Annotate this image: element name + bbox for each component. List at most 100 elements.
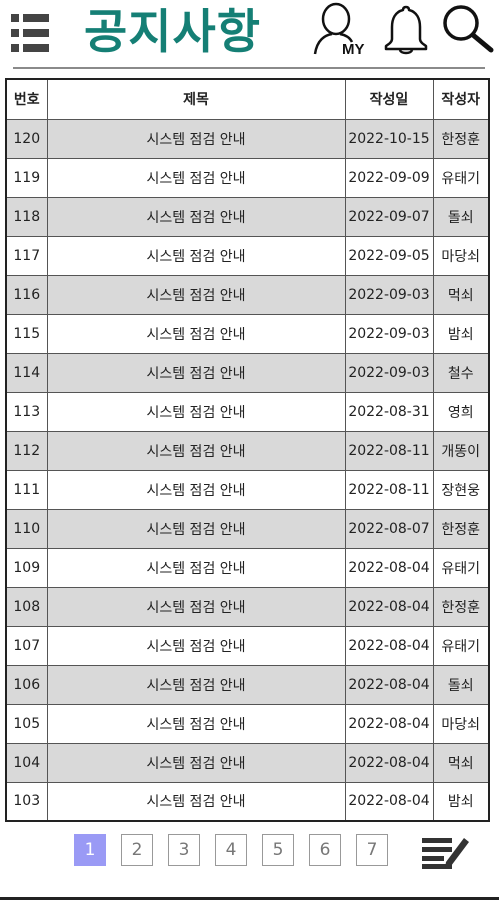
- bottom-divider: [0, 897, 499, 900]
- cell-title[interactable]: 시스템 점검 안내: [46, 157, 346, 198]
- table-row[interactable]: 119 시스템 점검 안내 2022-09-09 유태기: [5, 157, 490, 198]
- table-row[interactable]: 112 시스템 점검 안내 2022-08-11 개똥이: [5, 430, 490, 471]
- my-profile-icon[interactable]: MY: [312, 2, 370, 58]
- cell-date: 2022-09-03: [344, 274, 434, 315]
- page-button-7[interactable]: 7: [356, 834, 388, 866]
- cell-title[interactable]: 시스템 점검 안내: [46, 391, 346, 432]
- write-edit-icon[interactable]: [420, 832, 470, 870]
- cell-title[interactable]: 시스템 점검 안내: [46, 742, 346, 783]
- notice-table-container: 번호 제목 작성일 작성자 120 시스템 점검 안내 2022-10-15 한정훈 1…: [5, 78, 490, 822]
- cell-date: 2022-09-09: [344, 157, 434, 198]
- cell-title[interactable]: 시스템 점검 안내: [46, 196, 346, 237]
- cell-title[interactable]: 시스템 점검 안내: [46, 118, 346, 159]
- cell-date: 2022-08-11: [344, 430, 434, 471]
- my-icon-text: MY: [342, 41, 365, 58]
- cell-title[interactable]: 시스템 점검 안내: [46, 703, 346, 744]
- header-author: 작성자: [432, 78, 490, 120]
- cell-title[interactable]: 시스템 점검 안내: [46, 235, 346, 276]
- table-row[interactable]: 109 시스템 점검 안내 2022-08-04 유태기: [5, 547, 490, 588]
- cell-date: 2022-08-04: [344, 703, 434, 744]
- cell-title[interactable]: 시스템 점검 안내: [46, 586, 346, 627]
- table-row[interactable]: 111 시스템 점검 안내 2022-08-11 장현웅: [5, 469, 490, 510]
- table-row[interactable]: 107 시스템 점검 안내 2022-08-04 유태기: [5, 625, 490, 666]
- cell-no: 119: [5, 157, 48, 198]
- cell-title[interactable]: 시스템 점검 안내: [46, 781, 346, 822]
- cell-no: 106: [5, 664, 48, 705]
- cell-author: 한정훈: [432, 118, 490, 159]
- cell-author: 먹쇠: [432, 742, 490, 783]
- table-row[interactable]: 115 시스템 점검 안내 2022-09-03 밤쇠: [5, 313, 490, 354]
- table-row[interactable]: 120 시스템 점검 안내 2022-10-15 한정훈: [5, 118, 490, 159]
- cell-title[interactable]: 시스템 점검 안내: [46, 352, 346, 393]
- page-title: 공지사항: [84, 5, 261, 60]
- cell-author: 철수: [432, 352, 490, 393]
- cell-date: 2022-08-31: [344, 391, 434, 432]
- cell-author: 유태기: [432, 157, 490, 198]
- cell-author: 유태기: [432, 547, 490, 588]
- cell-title[interactable]: 시스템 점검 안내: [46, 625, 346, 666]
- cell-title[interactable]: 시스템 점검 안내: [46, 664, 346, 705]
- header-date: 작성일: [344, 78, 434, 120]
- cell-no: 105: [5, 703, 48, 744]
- cell-title[interactable]: 시스템 점검 안내: [46, 508, 346, 549]
- table-row[interactable]: 117 시스템 점검 안내 2022-09-05 마당쇠: [5, 235, 490, 276]
- cell-title[interactable]: 시스템 점검 안내: [46, 547, 346, 588]
- table-row[interactable]: 106 시스템 점검 안내 2022-08-04 돌쇠: [5, 664, 490, 705]
- cell-date: 2022-09-03: [344, 313, 434, 354]
- cell-author: 밤쇠: [432, 781, 490, 822]
- table-row[interactable]: 116 시스템 점검 안내 2022-09-03 먹쇠: [5, 274, 490, 315]
- search-icon[interactable]: [440, 3, 494, 53]
- cell-no: 108: [5, 586, 48, 627]
- cell-no: 111: [5, 469, 48, 510]
- page-button-2[interactable]: 2: [121, 834, 153, 866]
- cell-author: 마당쇠: [432, 703, 490, 744]
- cell-date: 2022-08-04: [344, 781, 434, 822]
- table-row[interactable]: 118 시스템 점검 안내 2022-09-07 돌쇠: [5, 196, 490, 237]
- cell-author: 돌쇠: [432, 664, 490, 705]
- cell-date: 2022-10-15: [344, 118, 434, 159]
- cell-date: 2022-09-05: [344, 235, 434, 276]
- cell-author: 개똥이: [432, 430, 490, 471]
- cell-author: 유태기: [432, 625, 490, 666]
- page-button-1[interactable]: 1: [74, 834, 106, 866]
- table-row[interactable]: 105 시스템 점검 안내 2022-08-04 마당쇠: [5, 703, 490, 744]
- cell-no: 115: [5, 313, 48, 354]
- cell-no: 116: [5, 274, 48, 315]
- page-button-6[interactable]: 6: [309, 834, 341, 866]
- page-button-4[interactable]: 4: [215, 834, 247, 866]
- cell-no: 107: [5, 625, 48, 666]
- header-divider: [13, 67, 485, 69]
- table-row[interactable]: 108 시스템 점검 안내 2022-08-04 한정훈: [5, 586, 490, 627]
- menu-list-icon[interactable]: [11, 13, 49, 53]
- page-button-3[interactable]: 3: [168, 834, 200, 866]
- bell-icon[interactable]: [382, 3, 430, 55]
- notice-table-body: 120 시스템 점검 안내 2022-10-15 한정훈 119 시스템 점검 안내 202…: [5, 118, 490, 822]
- table-header-row: 번호 제목 작성일 작성자: [5, 78, 490, 120]
- cell-author: 한정훈: [432, 508, 490, 549]
- cell-date: 2022-08-11: [344, 469, 434, 510]
- cell-title[interactable]: 시스템 점검 안내: [46, 274, 346, 315]
- cell-author: 한정훈: [432, 586, 490, 627]
- cell-title[interactable]: 시스템 점검 안내: [46, 313, 346, 354]
- table-row[interactable]: 110 시스템 점검 안내 2022-08-07 한정훈: [5, 508, 490, 549]
- table-row[interactable]: 114 시스템 점검 안내 2022-09-03 철수: [5, 352, 490, 393]
- table-row[interactable]: 103 시스템 점검 안내 2022-08-04 밤쇠: [5, 781, 490, 822]
- table-row[interactable]: 113 시스템 점검 안내 2022-08-31 영희: [5, 391, 490, 432]
- page-button-5[interactable]: 5: [262, 834, 294, 866]
- cell-date: 2022-09-03: [344, 352, 434, 393]
- notice-table: 번호 제목 작성일 작성자 120 시스템 점검 안내 2022-10-15 한정훈 1…: [5, 78, 490, 822]
- cell-date: 2022-08-04: [344, 664, 434, 705]
- cell-title[interactable]: 시스템 점검 안내: [46, 430, 346, 471]
- cell-no: 110: [5, 508, 48, 549]
- cell-title[interactable]: 시스템 점검 안내: [46, 469, 346, 510]
- cell-no: 114: [5, 352, 48, 393]
- table-row[interactable]: 104 시스템 점검 안내 2022-08-04 먹쇠: [5, 742, 490, 783]
- header-no: 번호: [5, 78, 48, 120]
- cell-no: 104: [5, 742, 48, 783]
- cell-date: 2022-08-04: [344, 586, 434, 627]
- cell-date: 2022-08-04: [344, 625, 434, 666]
- cell-no: 113: [5, 391, 48, 432]
- cell-date: 2022-09-07: [344, 196, 434, 237]
- cell-date: 2022-08-04: [344, 547, 434, 588]
- cell-no: 112: [5, 430, 48, 471]
